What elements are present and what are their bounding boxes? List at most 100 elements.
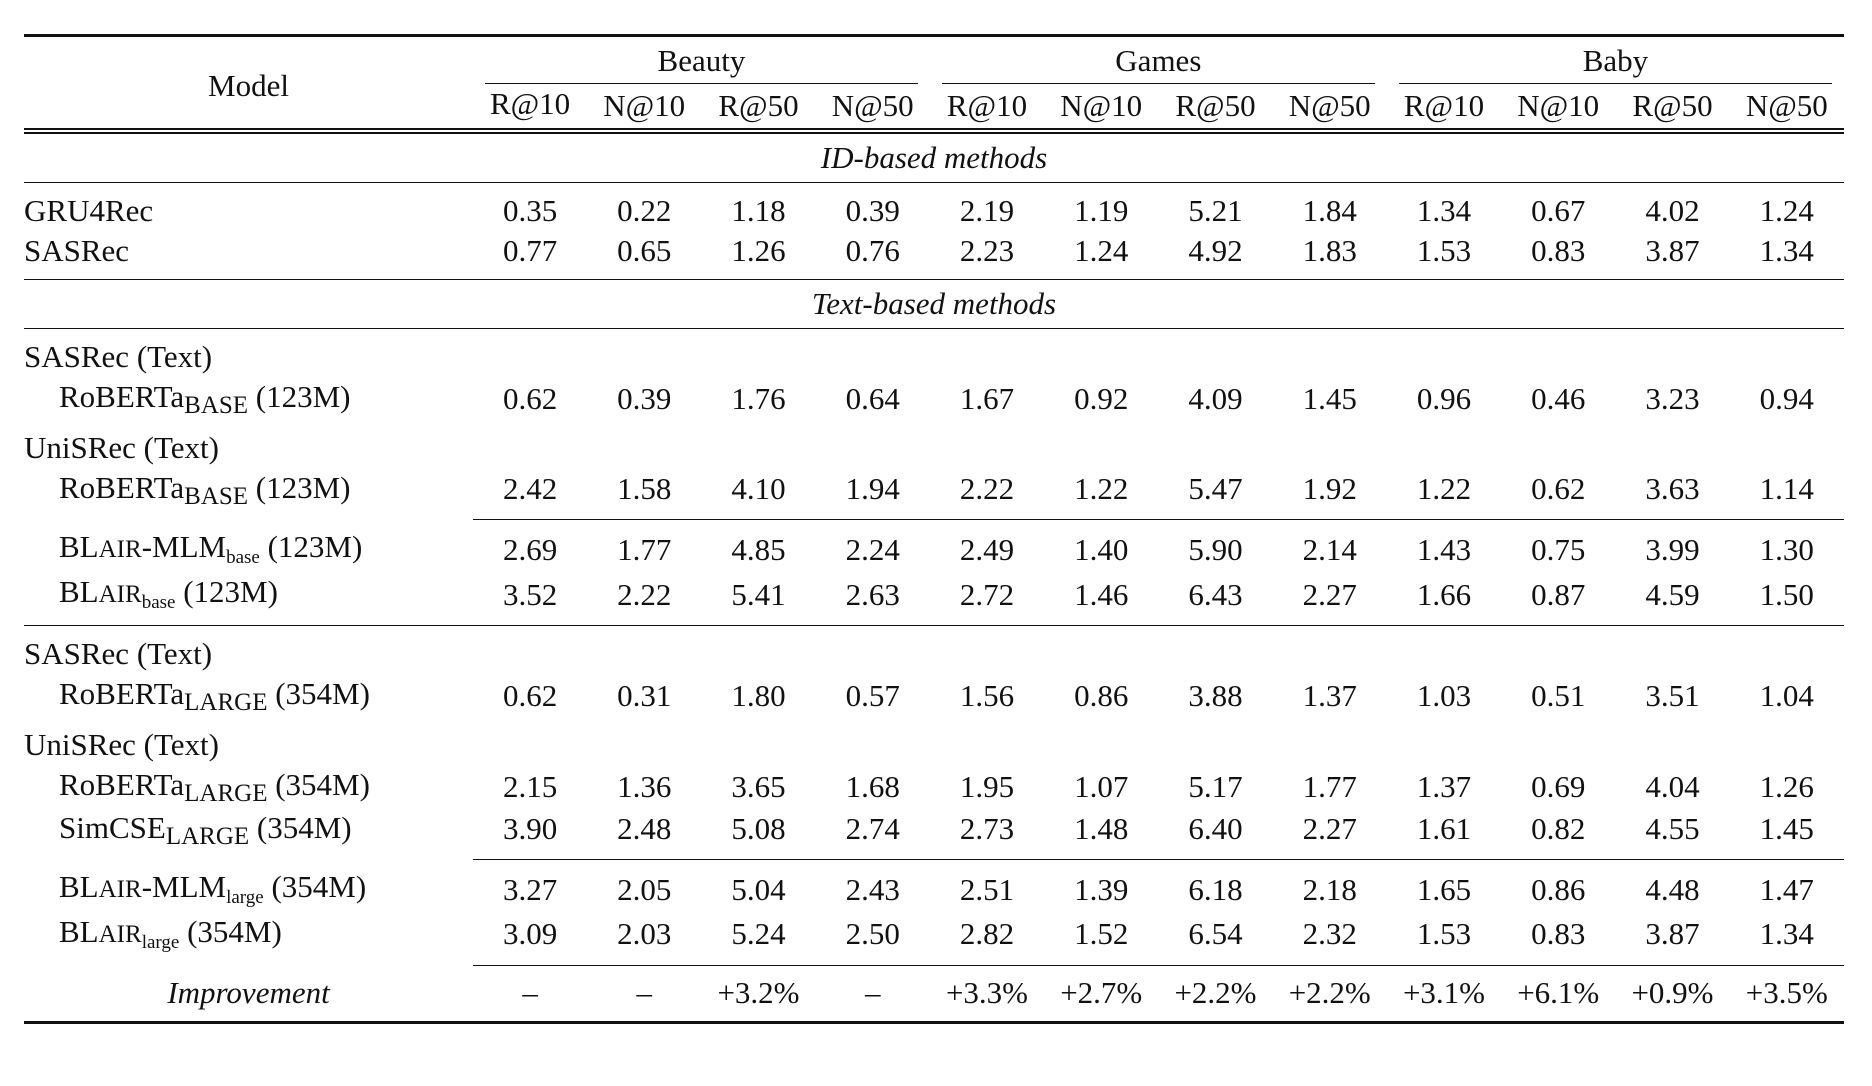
metric-value: 1.37 xyxy=(1416,768,1472,804)
metric-value: 2.32 xyxy=(1302,916,1357,952)
metric-value: 5.90 xyxy=(1158,518,1273,572)
metric-value: 0.46 xyxy=(1531,380,1586,416)
metric-header: N@10 xyxy=(1060,88,1143,123)
metric-value: 0.22 xyxy=(617,193,672,228)
metric-value: 2.50 xyxy=(845,916,900,952)
model-name: BLAIR-MLMlarge (354M) xyxy=(59,869,367,908)
metric-value: 0.67 xyxy=(1531,193,1586,228)
metric-value: 2.42 xyxy=(502,471,558,507)
metric-value: 2.03 xyxy=(617,916,672,952)
metric-value: 3.52 xyxy=(502,576,558,612)
group-label-row: UniSRec (Text) xyxy=(24,725,1844,765)
metric-header: R@10 xyxy=(1403,88,1485,123)
metric-value: 1.26 xyxy=(1759,768,1814,804)
metric-value: 1.03 xyxy=(1416,677,1472,713)
metric-value: 5.47 xyxy=(1188,471,1243,507)
metric-header: R@50 xyxy=(1632,88,1713,123)
metric-value: 2.49 xyxy=(929,518,1045,572)
metric-value: 1.95 xyxy=(959,768,1015,804)
model-name: BLAIRbase (123M) xyxy=(59,574,278,613)
metric-header: R@50 xyxy=(1175,88,1256,123)
metric-value: 1.14 xyxy=(1759,471,1814,507)
metric-value: 1.50 xyxy=(1759,576,1814,612)
metric-value: 0.83 xyxy=(1531,233,1586,268)
metric-value: 4.09 xyxy=(1188,380,1243,416)
table-row: BLAIRlarge (354M) 3.09 2.03 5.24 2.50 2.82 1.… xyxy=(24,912,1844,965)
metric-value: 0.96 xyxy=(1416,380,1472,416)
metric-value: 6.43 xyxy=(1188,576,1243,612)
metric-value: 3.51 xyxy=(1645,677,1700,713)
metric-value: 4.92 xyxy=(1188,233,1243,268)
model-name: RoBERTaLARGE (354M) xyxy=(59,676,370,716)
metric-value: 0.65 xyxy=(617,233,672,268)
metric-value: 0.39 xyxy=(845,193,900,228)
table-row: BLAIR-MLMlarge (354M) 3.27 2.05 5.04 2.43 2.… xyxy=(24,858,1844,912)
metric-value: +2.7% xyxy=(1044,964,1159,1023)
model-group-label: UniSRec (Text) xyxy=(24,727,219,762)
metric-value: 3.87 xyxy=(1645,233,1700,268)
metric-value: 2.72 xyxy=(959,576,1015,612)
model-name: RoBERTaBASE (123M) xyxy=(59,470,351,510)
metric-value: 0.86 xyxy=(1074,677,1129,713)
metric-value: 1.84 xyxy=(1302,193,1357,228)
metric-value: – xyxy=(473,964,588,1023)
group-header-baby: Baby xyxy=(1387,36,1844,84)
group-label-row: UniSRec (Text) xyxy=(24,428,1844,468)
metric-value: 1.61 xyxy=(1416,811,1472,847)
metric-value: 1.30 xyxy=(1729,518,1844,572)
section-label-id-based: ID-based methods xyxy=(820,140,1048,175)
metric-value: 1.22 xyxy=(1074,471,1129,507)
model-group-label: UniSRec (Text) xyxy=(24,430,219,465)
metric-value: 2.23 xyxy=(959,233,1015,268)
metric-value: 2.69 xyxy=(473,518,588,572)
metric-header: N@50 xyxy=(831,88,914,123)
metric-value: 0.39 xyxy=(617,380,672,416)
metric-value: 1.18 xyxy=(731,193,786,228)
table-row: BLAIRbase (123M) 3.52 2.22 5.41 2.63 2.72 1.4… xyxy=(24,572,1844,626)
metric-value: 5.08 xyxy=(731,811,786,847)
metric-value: 4.48 xyxy=(1615,858,1730,912)
metric-value: 2.22 xyxy=(617,576,672,612)
metric-value: 1.67 xyxy=(959,380,1015,416)
metric-value: 5.41 xyxy=(731,576,786,612)
metric-value: 1.24 xyxy=(1759,193,1814,228)
metric-value: 0.62 xyxy=(502,380,558,416)
model-name: BLAIRlarge (354M) xyxy=(59,914,282,953)
table-row: GRU4Rec 0.35 0.22 1.18 0.39 2.19 1.19 5.21 1.84… xyxy=(24,182,1844,232)
metric-value: 3.90 xyxy=(502,811,558,847)
metric-value: 1.68 xyxy=(845,768,900,804)
section-label-text-based: Text-based methods xyxy=(811,286,1057,321)
metric-value: 1.48 xyxy=(1074,811,1129,847)
table-row: RoBERTaBASE (123M) 2.42 1.58 4.10 1.94 2.22 1… xyxy=(24,468,1844,519)
metric-value: 4.10 xyxy=(731,471,786,507)
table-row: RoBERTaBASE (123M) 0.62 0.39 1.76 0.64 1.67 0… xyxy=(24,377,1844,428)
metric-value: 1.24 xyxy=(1074,233,1129,268)
metric-header: N@50 xyxy=(1745,88,1828,123)
metric-value: 2.82 xyxy=(959,916,1015,952)
metric-value: 1.47 xyxy=(1729,858,1844,912)
group-label-row: SASRec (Text) xyxy=(24,328,1844,378)
metric-value: 4.04 xyxy=(1645,768,1700,804)
metric-value: 2.51 xyxy=(929,858,1045,912)
metric-value: 5.21 xyxy=(1188,193,1243,228)
metric-value: 1.46 xyxy=(1074,576,1129,612)
metric-value: +6.1% xyxy=(1501,964,1616,1023)
metric-header: R@10 xyxy=(489,86,571,121)
metric-value: 2.14 xyxy=(1272,518,1387,572)
metric-value: – xyxy=(587,964,702,1023)
metric-value: +3.5% xyxy=(1729,964,1844,1023)
section-row-id-based: ID-based methods xyxy=(24,131,1844,183)
model-name: RoBERTaBASE (123M) xyxy=(59,379,351,419)
metric-value: 2.74 xyxy=(845,811,900,847)
metric-value: 1.19 xyxy=(1074,193,1129,228)
metric-value: 2.73 xyxy=(959,811,1015,847)
metric-value: 0.87 xyxy=(1531,576,1586,612)
metric-value: 0.64 xyxy=(845,380,900,416)
table-row: BLAIR-MLMbase (123M) 2.69 1.77 4.85 2.24 2.4… xyxy=(24,518,1844,572)
metric-value: 1.22 xyxy=(1416,471,1472,507)
metric-value: 1.45 xyxy=(1302,380,1357,416)
model-name: Improvement xyxy=(167,975,330,1010)
metric-value: 1.65 xyxy=(1386,858,1502,912)
metric-value: 4.55 xyxy=(1645,811,1700,847)
metric-value: 0.69 xyxy=(1531,768,1586,804)
